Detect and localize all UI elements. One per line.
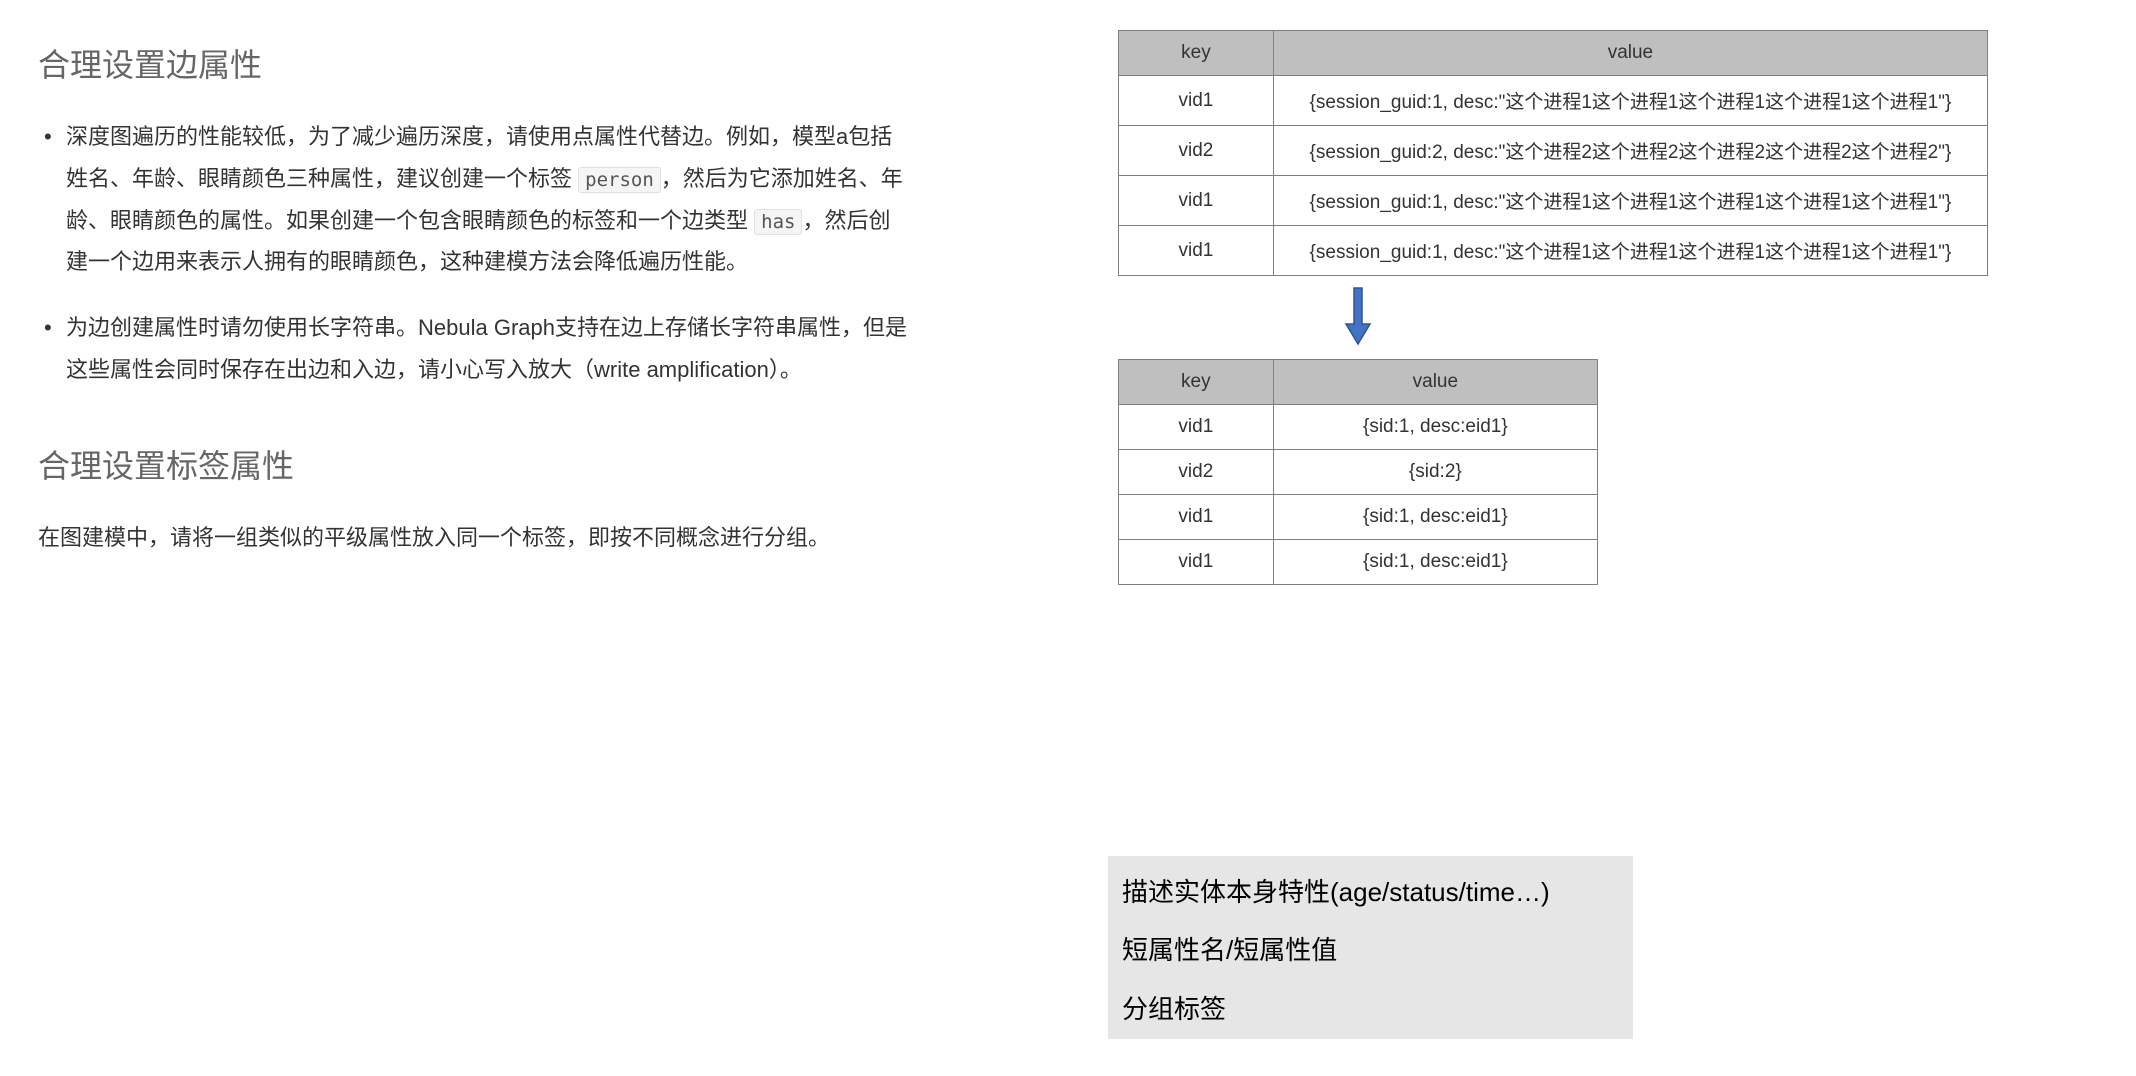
right-column: key value vid1 {session_guid:1, desc:"这个… xyxy=(1118,30,1988,585)
table-row: vid2 {sid:2} xyxy=(1119,450,1598,495)
table-row: vid1 {session_guid:1, desc:"这个进程1这个进程1这个… xyxy=(1119,176,1988,226)
summary-box: 描述实体本身特性(age/status/time…) 短属性名/短属性值 分组标… xyxy=(1108,856,1633,1039)
table-before: key value vid1 {session_guid:1, desc:"这个… xyxy=(1118,30,1988,276)
section2: 合理设置标签属性 在图建模中，请将一组类似的平级属性放入同一个标签，即按不同概念… xyxy=(38,441,908,559)
table-row: vid1 {session_guid:1, desc:"这个进程1这个进程1这个… xyxy=(1119,226,1988,276)
code-has: has xyxy=(754,209,802,235)
table-row: vid1 {sid:1, desc:eid1} xyxy=(1119,495,1598,540)
bullet-1: 深度图遍历的性能较低，为了减少遍历深度，请使用点属性代替边。例如，模型a包括姓名… xyxy=(66,116,908,283)
table-row: vid2 {session_guid:2, desc:"这个进程2这个进程2这个… xyxy=(1119,126,1988,176)
section2-paragraph: 在图建模中，请将一组类似的平级属性放入同一个标签，即按不同概念进行分组。 xyxy=(38,517,908,559)
table-row: vid1 {session_guid:1, desc:"这个进程1这个进程1这个… xyxy=(1119,76,1988,126)
arrow-down-icon xyxy=(1344,286,1372,346)
table-after: key value vid1 {sid:1, desc:eid1} vid2 {… xyxy=(1118,359,1598,585)
summary-line-3: 分组标签 xyxy=(1122,991,1619,1027)
table2-header-value: value xyxy=(1273,360,1597,405)
section2-heading: 合理设置标签属性 xyxy=(38,441,908,487)
table1-header-value: value xyxy=(1273,31,1987,76)
left-column: 合理设置边属性 深度图遍历的性能较低，为了减少遍历深度，请使用点属性代替边。例如… xyxy=(38,40,908,559)
summary-line-1: 描述实体本身特性(age/status/time…) xyxy=(1122,874,1619,910)
code-person: person xyxy=(578,167,661,193)
table1-header-key: key xyxy=(1119,31,1274,76)
summary-line-2: 短属性名/短属性值 xyxy=(1122,932,1619,968)
section1-bullets: 深度图遍历的性能较低，为了减少遍历深度，请使用点属性代替边。例如，模型a包括姓名… xyxy=(38,116,908,391)
section1-heading: 合理设置边属性 xyxy=(38,40,908,86)
arrow-container xyxy=(1118,276,1598,359)
table2-header-key: key xyxy=(1119,360,1274,405)
bullet-2: 为边创建属性时请勿使用长字符串。Nebula Graph支持在边上存储长字符串属… xyxy=(66,307,908,391)
table-row: vid1 {sid:1, desc:eid1} xyxy=(1119,405,1598,450)
table-row: vid1 {sid:1, desc:eid1} xyxy=(1119,540,1598,585)
